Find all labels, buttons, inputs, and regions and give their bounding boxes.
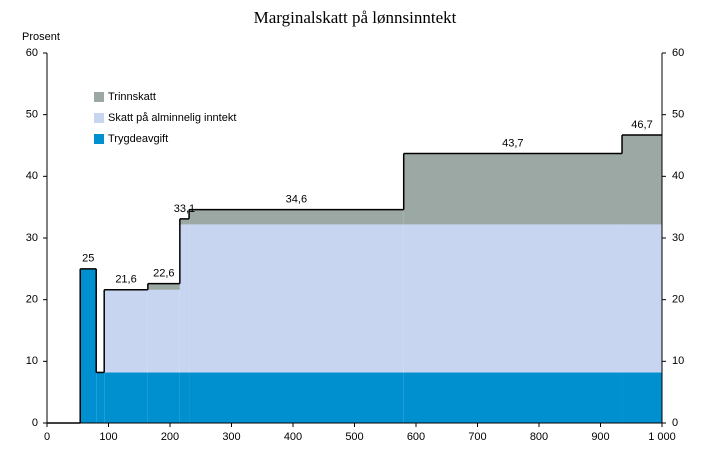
y-tick-label: 60 [26, 47, 38, 59]
legend-swatch [94, 134, 104, 144]
area-segment [179, 224, 190, 373]
area-segment [147, 283, 180, 290]
data-label: 33,1 [174, 203, 195, 215]
y-tick-label: 0 [32, 417, 38, 429]
data-label: 46,7 [631, 119, 652, 131]
legend-swatch [94, 92, 104, 102]
y2-tick-label: 40 [672, 170, 684, 182]
x-tick-label: 100 [99, 431, 117, 443]
area-segment [80, 268, 97, 423]
y-tick-label: 10 [26, 355, 38, 367]
legend-label: Skatt på alminnelig inntekt [108, 112, 236, 124]
area-segment [189, 209, 404, 225]
area-segment [622, 224, 662, 373]
data-label: 22,6 [153, 268, 174, 280]
data-label: 25 [82, 253, 94, 265]
area-segment [622, 135, 662, 225]
area-segment [189, 224, 404, 373]
legend-label: Trygdeavgift [108, 133, 168, 145]
chart-title: Marginalskatt på lønnsinntekt [254, 8, 457, 27]
x-tick-label: 500 [345, 431, 363, 443]
legend-swatch [94, 113, 104, 123]
y-tick-label: 20 [26, 294, 38, 306]
area-segment [179, 372, 190, 423]
y2-tick-label: 50 [672, 109, 684, 121]
x-tick-label: 0 [44, 431, 50, 443]
area-segment [96, 372, 105, 423]
y-tick-label: 30 [26, 232, 38, 244]
x-tick-label: 400 [284, 431, 302, 443]
data-label: 43,7 [502, 137, 523, 149]
x-tick-label: 700 [468, 431, 486, 443]
y-tick-label: 50 [26, 109, 38, 121]
x-tick-label: 900 [591, 431, 609, 443]
area-segment [403, 153, 623, 225]
area-segment [104, 372, 148, 423]
legend-label: Trinnskatt [108, 91, 156, 103]
x-tick-label: 600 [407, 431, 425, 443]
area-segment [179, 218, 190, 225]
area-segment [622, 372, 662, 423]
data-label: 34,6 [286, 194, 307, 206]
area-segment [147, 289, 180, 373]
y2-tick-label: 0 [672, 417, 678, 429]
x-tick-label: 1 000 [648, 431, 676, 443]
area-segment [403, 372, 623, 423]
y2-tick-label: 10 [672, 355, 684, 367]
y2-tick-label: 20 [672, 294, 684, 306]
x-tick-label: 300 [222, 431, 240, 443]
data-label: 21,6 [115, 274, 136, 286]
area-segment [189, 372, 404, 423]
y2-tick-label: 60 [672, 47, 684, 59]
area-segment [104, 289, 148, 373]
area-segment [147, 372, 180, 423]
x-tick-label: 200 [161, 431, 179, 443]
x-tick-label: 800 [530, 431, 548, 443]
y-tick-label: 40 [26, 170, 38, 182]
area-segment [403, 224, 623, 373]
y2-tick-label: 30 [672, 232, 684, 244]
y-axis-label: Prosent [22, 31, 60, 43]
